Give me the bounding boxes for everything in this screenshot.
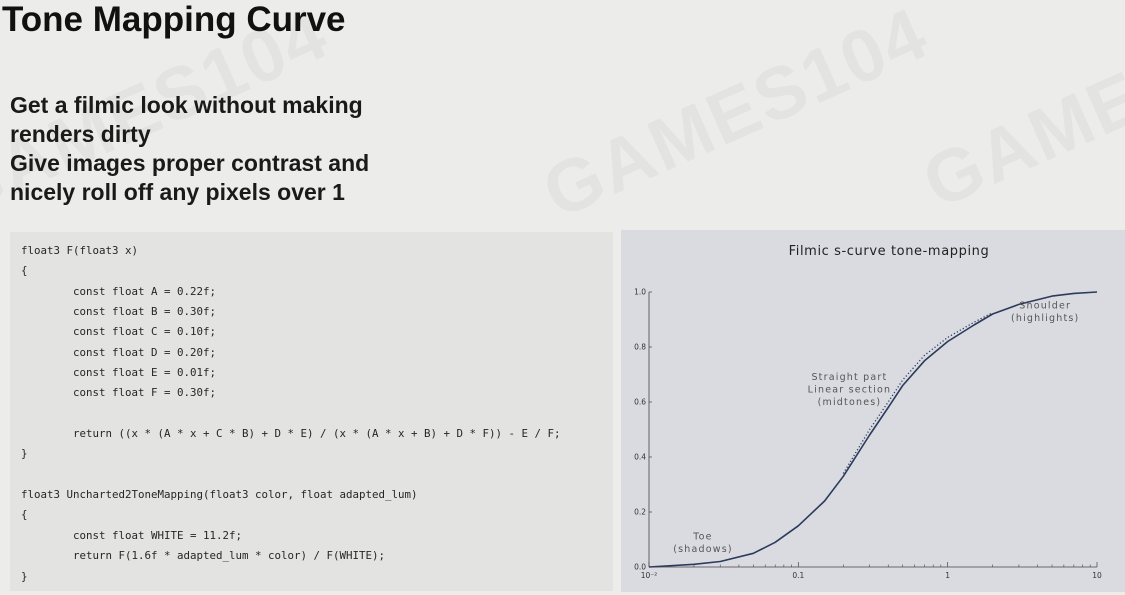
chart-axes: 0.0 0.2 0.4 0.6 0.8 1.0 10⁻² 0.1 1 10 [634,288,1102,581]
annotation-text: Linear section [808,385,892,396]
code-line: const float WHITE = 11.2f; [21,528,243,542]
y-tick-label: 1.0 [634,288,646,297]
x-tick-label: 0.1 [792,571,804,580]
code-line: } [21,569,28,583]
x-tick-label: 1 [945,571,950,580]
code-line: } [21,447,28,461]
code-line: const float F = 0.30f; [21,386,217,400]
code-line: const float B = 0.30f; [21,305,217,319]
code-line: const float E = 0.01f; [21,366,217,380]
code-line: const float C = 0.10f; [21,325,217,339]
code-line: { [21,264,28,278]
code-block: float3 F(float3 x) { const float A = 0.2… [10,232,613,587]
y-tick-label: 0.0 [634,563,646,572]
y-tick-label: 0.2 [634,508,646,517]
annotation-text: Toe [692,532,712,543]
annotation-text: Straight part [811,372,887,383]
code-line: float3 Uncharted2ToneMapping(float3 colo… [21,488,418,502]
annotation-text: (highlights) [1011,313,1080,324]
code-line: return F(1.6f * adapted_lum * color) / F… [21,549,386,563]
bullet-list: Get a filmic look without making renders… [10,91,430,207]
annotation-text: (midtones) [818,397,882,408]
code-panel: float3 F(float3 x) { const float A = 0.2… [10,232,613,591]
chart-series [648,291,1098,568]
annotation-text: Shoulder [1019,301,1071,312]
tone-mapping-chart: Filmic s-curve tone-mapping 0.0 0.2 0.4 0.6… [634,244,1102,581]
y-tick-label: 0.4 [634,453,646,462]
x-tick-label: 10 [1092,571,1102,580]
tone-curve [648,291,1098,568]
bullet-line: renders dirty [10,121,151,147]
slide-title: Tone Mapping Curve [2,0,346,39]
x-tick-label: 10⁻² [641,571,658,580]
reference-curve [842,312,993,474]
bullet-line: nicely roll off any pixels over 1 [10,179,345,205]
chart-title: Filmic s-curve tone-mapping [789,244,990,259]
y-tick-label: 0.8 [634,343,646,352]
code-line: { [21,508,28,522]
watermark-text: GAMES104 [530,0,940,235]
bullet-line: Give images proper contrast and [10,150,370,176]
code-line: const float D = 0.20f; [21,345,217,359]
bullet-line: Get a filmic look without making [10,92,363,118]
code-line: return ((x * (A * x + C * B) + D * E) / … [21,427,561,441]
code-line: float3 F(float3 x) [21,244,139,257]
y-tick-label: 0.6 [634,398,646,407]
watermark-text: GAMES104 [910,0,1125,225]
annotation-text: (shadows) [673,544,733,555]
chart-panel: Filmic s-curve tone-mapping 0.0 0.2 0.4 0.6… [621,230,1125,592]
code-line: const float A = 0.22f; [21,284,217,298]
